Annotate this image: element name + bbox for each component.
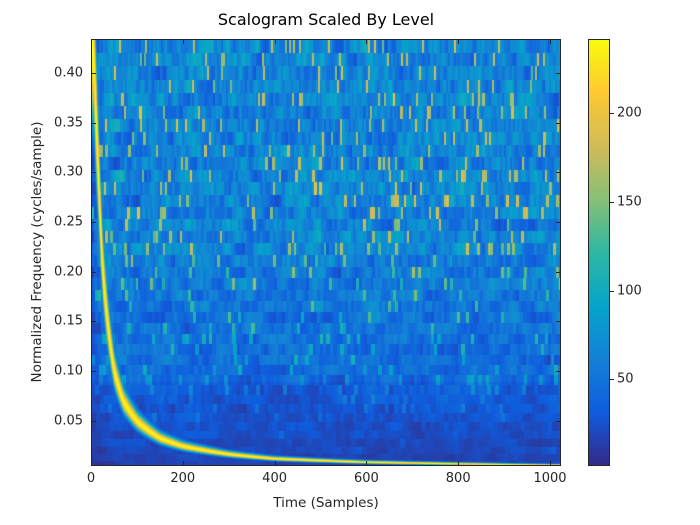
y-tick-mark bbox=[91, 122, 96, 124]
x-tick-label: 800 bbox=[445, 471, 471, 486]
x-tick-mark bbox=[91, 461, 92, 466]
colorbar bbox=[588, 39, 610, 466]
x-tick-mark bbox=[366, 461, 368, 466]
y-tick-mark-right bbox=[556, 122, 561, 124]
colorbar-tick-label: 50 bbox=[617, 371, 634, 387]
y-tick-label: 0.40 bbox=[54, 65, 83, 81]
y-tick-label: 0.15 bbox=[54, 313, 83, 329]
x-axis-label: Time (Samples) bbox=[273, 495, 379, 511]
x-tick-label: 0 bbox=[86, 471, 96, 486]
y-tick-mark-right bbox=[556, 172, 561, 174]
scalogram-heatmap bbox=[91, 39, 561, 466]
plot-area bbox=[91, 39, 561, 466]
y-tick-label: 0.25 bbox=[54, 214, 83, 230]
x-tick-mark bbox=[458, 461, 460, 466]
y-tick-mark-right bbox=[556, 321, 561, 323]
y-tick-mark bbox=[91, 172, 96, 174]
y-tick-label: 0.20 bbox=[54, 264, 83, 280]
y-tick-mark-right bbox=[556, 371, 561, 373]
colorbar-tick-label: 100 bbox=[617, 283, 642, 299]
x-tick-mark bbox=[274, 461, 276, 466]
x-tick-mark-top bbox=[91, 39, 92, 44]
x-tick-label: 600 bbox=[353, 471, 379, 486]
colorbar-tick-mark bbox=[610, 113, 614, 115]
x-tick-label: 400 bbox=[262, 471, 288, 486]
colorbar-tick-mark bbox=[610, 202, 614, 203]
y-tick-mark bbox=[91, 271, 96, 273]
x-tick-mark-top bbox=[182, 39, 184, 44]
y-tick-label: 0.35 bbox=[54, 115, 83, 131]
colorbar-tick-mark bbox=[610, 379, 614, 381]
colorbar-tick-mark bbox=[610, 290, 614, 292]
x-tick-label: 1000 bbox=[533, 471, 567, 486]
colorbar-tick-label: 150 bbox=[617, 194, 642, 210]
x-tick-mark bbox=[182, 461, 184, 466]
y-tick-mark-right bbox=[556, 271, 561, 273]
y-tick-label: 0.30 bbox=[54, 164, 83, 180]
y-tick-label: 0.05 bbox=[54, 413, 83, 429]
chart-title: Scalogram Scaled By Level bbox=[217, 10, 435, 29]
y-tick-mark-right bbox=[556, 222, 561, 223]
y-tick-mark bbox=[91, 371, 96, 373]
x-tick-mark bbox=[549, 461, 551, 466]
x-tick-mark-top bbox=[549, 39, 551, 44]
x-tick-label: 200 bbox=[170, 471, 196, 486]
y-tick-mark bbox=[91, 321, 96, 323]
y-tick-mark bbox=[91, 222, 96, 223]
x-tick-mark-top bbox=[366, 39, 368, 44]
y-tick-label: 0.10 bbox=[54, 363, 83, 379]
y-axis-label: Normalized Frequency (cycles/sample) bbox=[29, 121, 45, 383]
y-tick-mark bbox=[91, 72, 96, 74]
colorbar-tick-label: 200 bbox=[617, 105, 642, 121]
y-tick-mark-right bbox=[556, 420, 561, 422]
y-tick-mark bbox=[91, 420, 96, 422]
y-tick-mark-right bbox=[556, 72, 561, 74]
x-tick-mark-top bbox=[458, 39, 460, 44]
x-tick-mark-top bbox=[274, 39, 276, 44]
